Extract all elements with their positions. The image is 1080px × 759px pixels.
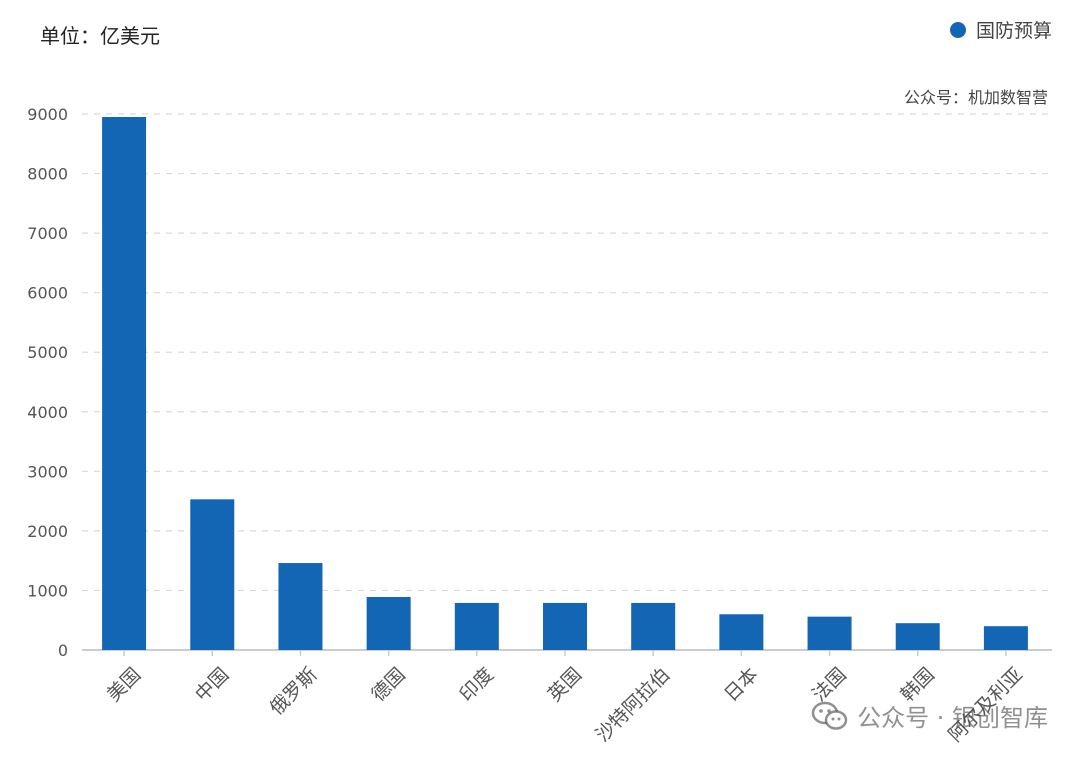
y-tick-label: 5000 (27, 343, 68, 362)
y-tick-label: 0 (58, 641, 68, 660)
bar (807, 616, 852, 650)
x-category-label: 俄罗斯 (266, 664, 322, 720)
y-tick-label: 6000 (27, 284, 68, 303)
wechat-icon (811, 701, 848, 730)
bar (278, 563, 323, 650)
y-tick-label: 3000 (27, 462, 68, 481)
bar (366, 596, 411, 650)
bar (631, 602, 676, 650)
y-tick-label: 2000 (27, 522, 68, 541)
bar (895, 623, 940, 650)
legend-label: 国防预算 (975, 20, 1052, 42)
bar (983, 626, 1028, 650)
x-category-label: 印度 (456, 664, 498, 706)
y-tick-label: 9000 (27, 105, 68, 124)
watermark: 公众号 · 银创智库 (811, 698, 1048, 733)
x-category-label: 日本 (720, 664, 762, 706)
unit-label: 单位：亿美元 (40, 24, 160, 48)
bar (102, 116, 147, 650)
bar (454, 602, 499, 650)
watermark-text: 公众号 · 银创智库 (857, 704, 1048, 732)
x-category-label: 德国 (367, 664, 409, 706)
legend: 国防预算 (949, 16, 1052, 43)
bar (543, 602, 587, 650)
y-tick-label: 8000 (27, 165, 68, 184)
y-tick-label: 4000 (27, 403, 68, 422)
x-category-label: 沙特阿拉伯 (592, 664, 675, 747)
source-label: 公众号：机加数智营 (903, 88, 1048, 107)
bar (719, 614, 764, 650)
x-category-label: 英国 (544, 664, 586, 706)
y-tick-label: 7000 (27, 224, 68, 243)
legend-dot-icon (949, 21, 966, 38)
y-tick-label: 1000 (27, 581, 68, 600)
bar (190, 499, 235, 650)
x-category-label: 美国 (103, 664, 145, 706)
x-category-label: 中国 (191, 664, 233, 706)
